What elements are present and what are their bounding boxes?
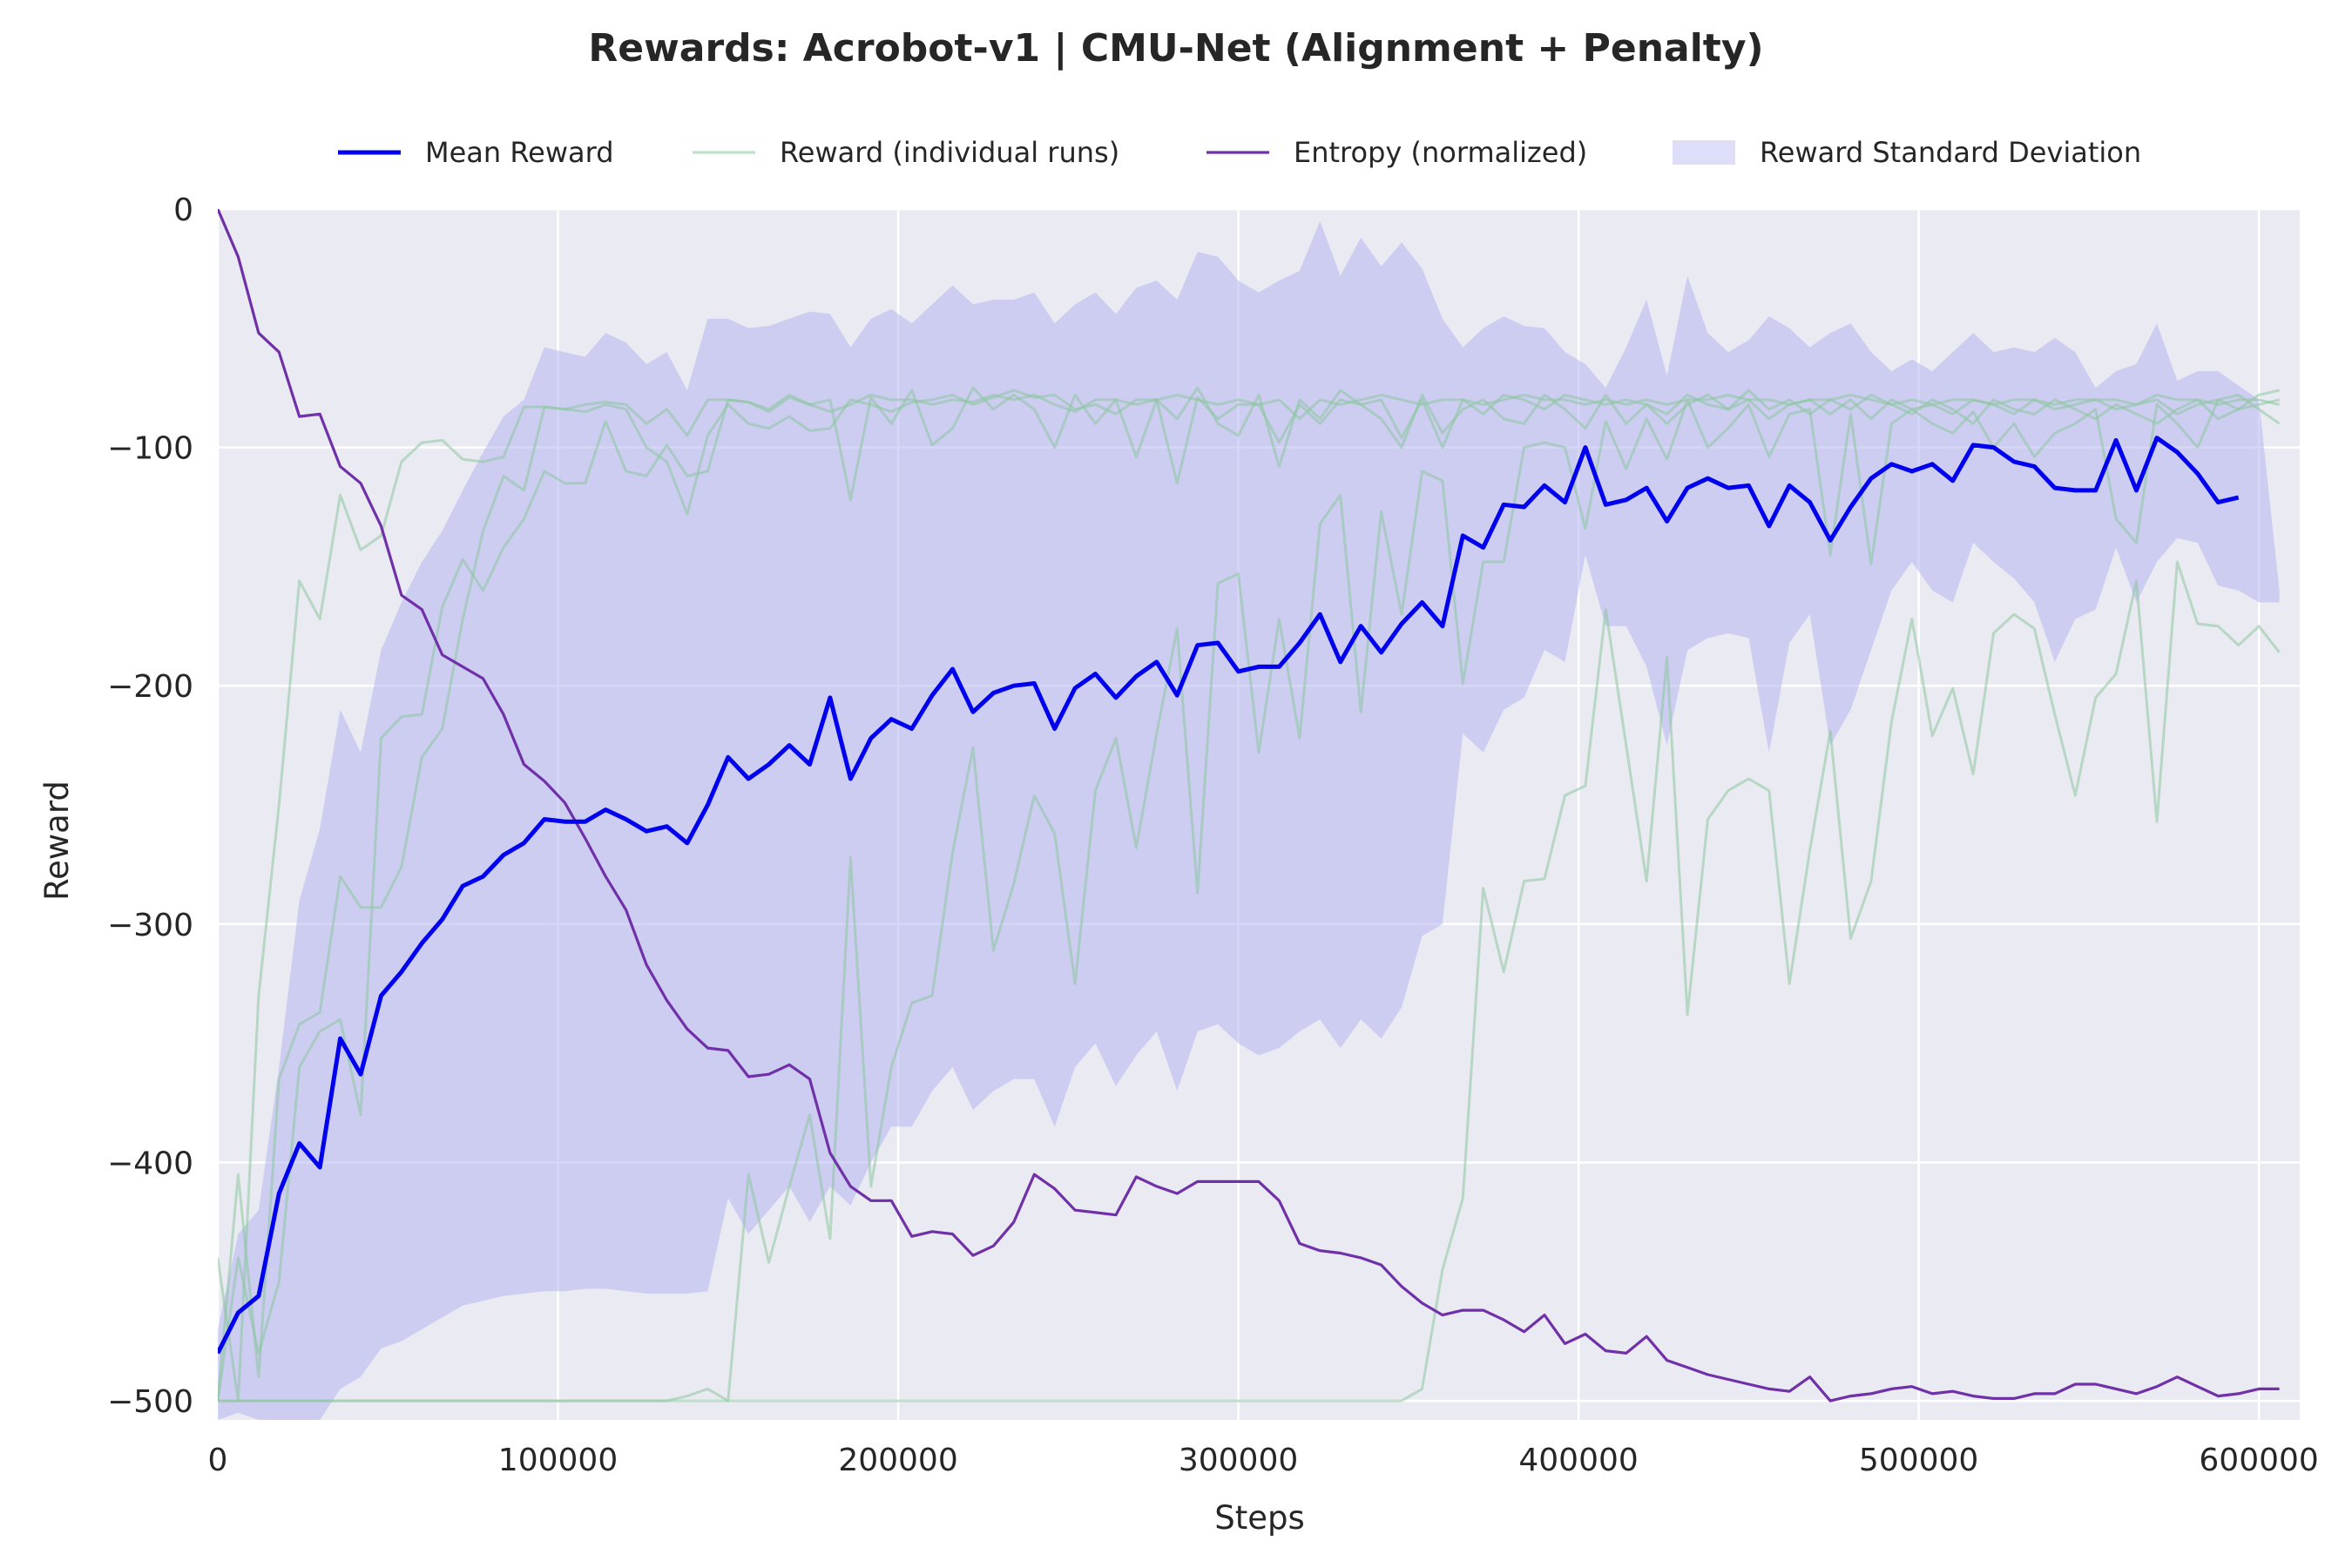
- y-tick-label: −100: [107, 431, 193, 467]
- legend: Mean Reward Reward (individual runs) Entro…: [338, 136, 2141, 169]
- legend-label: Reward Standard Deviation: [1760, 136, 2141, 169]
- legend-item-2: Reward (individual runs): [693, 136, 1119, 169]
- legend-label: Mean Reward: [425, 136, 614, 169]
- y-tick-label: −400: [107, 1146, 193, 1181]
- mean-series: [218, 436, 2240, 1355]
- x-tick-label: 200000: [838, 1443, 957, 1478]
- y-axis-ticks: 0 −100 −200 −300 −400 −500: [107, 193, 193, 1420]
- plot-area: [216, 207, 2300, 1420]
- mean-reward-line: [218, 436, 2240, 1355]
- entropy-line: [218, 209, 2280, 1402]
- run-line-2: [218, 386, 2280, 1402]
- x-tick-label: 100000: [498, 1443, 618, 1478]
- y-tick-label: 0: [173, 193, 193, 228]
- run-line-3: [218, 389, 2280, 1402]
- entropy-series: [218, 209, 2280, 1402]
- individual-runs: [218, 386, 2281, 1402]
- run-line-5: [218, 560, 2281, 1402]
- legend-label: Reward (individual runs): [780, 136, 1119, 169]
- chart-title: Rewards: Acrobot-v1 | CMU-Net (Alignment…: [588, 26, 1763, 71]
- x-tick-label: 300000: [1179, 1443, 1298, 1478]
- legend-label: Entropy (normalized): [1294, 136, 1587, 169]
- x-tick-label: 500000: [1859, 1443, 1978, 1478]
- x-tick-label: 0: [208, 1443, 228, 1478]
- y-tick-label: −300: [107, 908, 193, 943]
- x-tick-label: 400000: [1518, 1443, 1638, 1478]
- x-axis-label: Steps: [1214, 1499, 1305, 1537]
- legend-swatch: [1673, 140, 1735, 165]
- legend-item-3: Entropy (normalized): [1206, 136, 1587, 169]
- legend-item-1: Mean Reward: [338, 136, 614, 169]
- y-tick-label: −500: [107, 1384, 193, 1420]
- x-tick-label: 600000: [2199, 1443, 2318, 1478]
- legend-item-4: Reward Standard Deviation: [1673, 136, 2141, 169]
- x-axis-ticks: 0 100000 200000 300000 400000 500000 600000: [208, 1443, 2319, 1478]
- y-tick-label: −200: [107, 669, 193, 705]
- y-axis-label: Reward: [38, 781, 76, 901]
